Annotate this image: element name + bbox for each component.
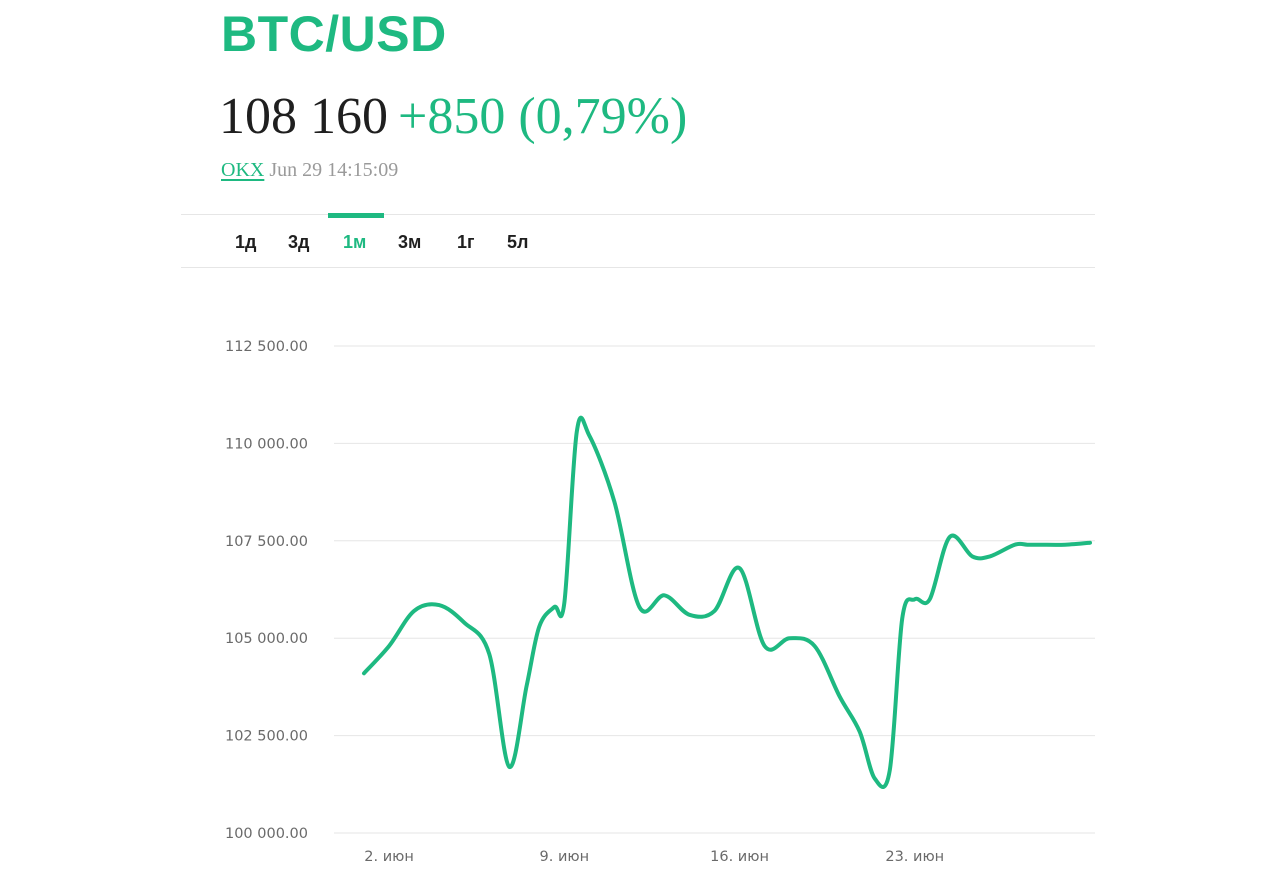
price-series-line xyxy=(362,415,1092,789)
tab-1d[interactable]: 1д xyxy=(235,232,257,252)
x-tick-label: 16. июн xyxy=(710,849,769,865)
y-tick-label: 112 500.00 xyxy=(225,339,308,355)
x-tick-label: 23. июн xyxy=(885,849,944,865)
tab-3m[interactable]: 3м xyxy=(398,232,422,252)
quote-timestamp: Jun 29 14:15:09 xyxy=(269,159,399,181)
y-tick-label: 110 000.00 xyxy=(225,436,308,452)
tab-1y[interactable]: 1г xyxy=(457,232,475,252)
tab-5y[interactable]: 5л xyxy=(507,232,529,252)
tab-3d[interactable]: 3д xyxy=(288,232,310,252)
symbol-title: BTC/USD xyxy=(221,6,447,62)
x-tick-label: 2. июн xyxy=(364,849,414,865)
quote-meta: OKX Jun 29 14:15:09 xyxy=(221,157,398,183)
y-tick-label: 105 000.00 xyxy=(225,631,308,647)
y-tick-label: 100 000.00 xyxy=(225,826,308,842)
y-tick-label: 107 500.00 xyxy=(225,534,308,550)
current-price: 108 160 xyxy=(219,88,388,145)
tabs-bottom-divider xyxy=(181,267,1095,268)
exchange-link[interactable]: OKX xyxy=(221,159,265,181)
x-tick-label: 9. июн xyxy=(540,849,590,865)
price-row: 108 160 +850 (0,79%) xyxy=(219,84,687,150)
tabs-top-divider xyxy=(181,214,1095,215)
price-change: +850 (0,79%) xyxy=(398,88,688,145)
y-tick-label: 102 500.00 xyxy=(225,729,308,745)
tab-1m[interactable]: 1м xyxy=(343,232,367,252)
active-tab-indicator xyxy=(328,213,384,218)
